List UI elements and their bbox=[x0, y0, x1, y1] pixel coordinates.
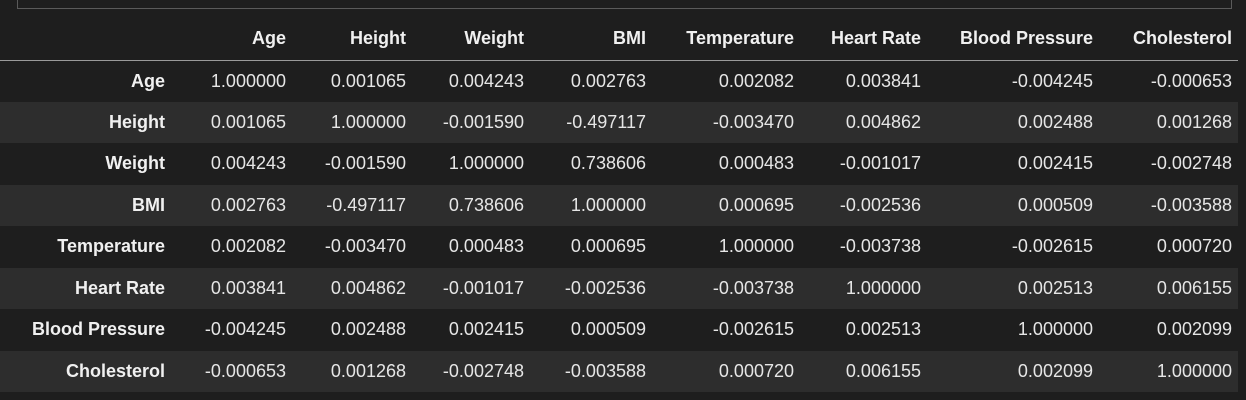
index-header bbox=[0, 18, 171, 61]
table-cell: 0.000483 bbox=[718, 153, 794, 174]
row-label: Temperature bbox=[57, 236, 165, 257]
table-body: Age 1.000000 0.001065 0.004243 0.002763 … bbox=[0, 60, 1238, 392]
table-cell: 0.004243 bbox=[448, 70, 524, 91]
previous-cell-frame bbox=[0, 0, 1246, 10]
table-row: Temperature 0.002082 -0.003470 0.000483 … bbox=[0, 226, 1238, 268]
table-cell: -0.000653 bbox=[204, 360, 286, 381]
table-cell: 1.000000 bbox=[1017, 319, 1093, 340]
table-cell: 0.004862 bbox=[330, 277, 406, 298]
table-cell: 0.001268 bbox=[1156, 111, 1232, 132]
table-cell: 0.002082 bbox=[210, 236, 286, 257]
table-cell: 0.001268 bbox=[330, 360, 406, 381]
row-label: Blood Pressure bbox=[31, 319, 165, 340]
table-cell: 0.003841 bbox=[210, 277, 286, 298]
table-cell: 0.002763 bbox=[210, 194, 286, 215]
table-cell: 1.000000 bbox=[570, 194, 646, 215]
table-cell: -0.497117 bbox=[326, 194, 406, 215]
table-cell: -0.001017 bbox=[442, 277, 524, 298]
table-row: Heart Rate 0.003841 0.004862 -0.001017 -… bbox=[0, 267, 1238, 309]
table-cell: 1.000000 bbox=[1156, 360, 1232, 381]
dataframe-output: Age Height Weight BMI Temperature Heart … bbox=[0, 18, 1246, 392]
table-cell: -0.001017 bbox=[839, 153, 921, 174]
table-header: Age Height Weight BMI Temperature Heart … bbox=[0, 18, 1238, 61]
correlation-table: Age Height Weight BMI Temperature Heart … bbox=[0, 18, 1238, 392]
column-header: BMI bbox=[530, 18, 652, 61]
table-cell: 0.001065 bbox=[330, 70, 406, 91]
table-cell: 0.006155 bbox=[1156, 277, 1232, 298]
table-cell: 0.000483 bbox=[448, 236, 524, 257]
table-cell: -0.003738 bbox=[839, 236, 921, 257]
table-row: Weight 0.004243 -0.001590 1.000000 0.738… bbox=[0, 143, 1238, 185]
row-label: BMI bbox=[132, 194, 165, 215]
table-cell: 0.738606 bbox=[570, 153, 646, 174]
table-cell: 0.002513 bbox=[845, 319, 921, 340]
table-row: Blood Pressure -0.004245 0.002488 0.0024… bbox=[0, 309, 1238, 351]
table-cell: -0.497117 bbox=[566, 111, 646, 132]
table-cell: 0.002513 bbox=[1017, 277, 1093, 298]
table-cell: -0.001590 bbox=[442, 111, 524, 132]
table-cell: 0.002488 bbox=[330, 319, 406, 340]
table-cell: 0.000509 bbox=[570, 319, 646, 340]
table-cell: 0.000720 bbox=[718, 360, 794, 381]
column-header: Height bbox=[292, 18, 412, 61]
table-cell: 0.000720 bbox=[1156, 236, 1232, 257]
row-label: Cholesterol bbox=[65, 360, 165, 381]
column-header: Temperature bbox=[652, 18, 800, 61]
table-row: Age 1.000000 0.001065 0.004243 0.002763 … bbox=[0, 60, 1238, 102]
row-label: Age bbox=[130, 70, 165, 91]
table-cell: -0.004245 bbox=[204, 319, 286, 340]
table-cell: -0.002615 bbox=[1011, 236, 1093, 257]
table-cell: 0.002415 bbox=[1017, 153, 1093, 174]
table-cell: -0.002748 bbox=[1150, 153, 1232, 174]
table-cell: 0.002488 bbox=[1017, 111, 1093, 132]
table-cell: 0.002763 bbox=[570, 70, 646, 91]
table-cell: -0.000653 bbox=[1150, 70, 1232, 91]
table-cell: 0.001065 bbox=[210, 111, 286, 132]
column-header: Cholesterol bbox=[1099, 18, 1238, 61]
table-cell: -0.002536 bbox=[839, 194, 921, 215]
table-cell: -0.003470 bbox=[712, 111, 794, 132]
table-cell: 1.000000 bbox=[330, 111, 406, 132]
table-cell: -0.003588 bbox=[564, 360, 646, 381]
column-header: Blood Pressure bbox=[927, 18, 1099, 61]
row-label: Weight bbox=[105, 153, 165, 174]
row-label: Height bbox=[109, 111, 165, 132]
table-cell: -0.002615 bbox=[712, 319, 794, 340]
table-cell: 0.000509 bbox=[1017, 194, 1093, 215]
table-cell: 0.000695 bbox=[718, 194, 794, 215]
table-cell: -0.001590 bbox=[324, 153, 406, 174]
column-header: Heart Rate bbox=[800, 18, 927, 61]
header-row: Age Height Weight BMI Temperature Heart … bbox=[0, 18, 1238, 61]
column-header: Age bbox=[171, 18, 292, 61]
table-cell: 0.002415 bbox=[448, 319, 524, 340]
table-cell: 1.000000 bbox=[448, 153, 524, 174]
table-cell: 0.004862 bbox=[845, 111, 921, 132]
table-cell: 1.000000 bbox=[210, 70, 286, 91]
table-cell: -0.002748 bbox=[442, 360, 524, 381]
table-cell: 0.002099 bbox=[1156, 319, 1232, 340]
table-cell: -0.003588 bbox=[1150, 194, 1232, 215]
table-cell: 0.003841 bbox=[845, 70, 921, 91]
table-cell: 0.006155 bbox=[845, 360, 921, 381]
column-header: Weight bbox=[412, 18, 530, 61]
table-cell: 0.004243 bbox=[210, 153, 286, 174]
table-cell: 0.000695 bbox=[570, 236, 646, 257]
table-cell: -0.004245 bbox=[1011, 70, 1093, 91]
table-cell: 0.738606 bbox=[448, 194, 524, 215]
table-cell: 0.002082 bbox=[718, 70, 794, 91]
table-row: BMI 0.002763 -0.497117 0.738606 1.000000… bbox=[0, 184, 1238, 226]
previous-cell-border bbox=[17, 0, 1232, 9]
table-cell: 0.002099 bbox=[1017, 360, 1093, 381]
table-cell: -0.003470 bbox=[324, 236, 406, 257]
table-row: Height 0.001065 1.000000 -0.001590 -0.49… bbox=[0, 101, 1238, 143]
table-cell: -0.002536 bbox=[564, 277, 646, 298]
table-cell: 1.000000 bbox=[718, 236, 794, 257]
table-row: Cholesterol -0.000653 0.001268 -0.002748… bbox=[0, 350, 1238, 392]
row-label: Heart Rate bbox=[74, 277, 165, 298]
table-cell: 1.000000 bbox=[845, 277, 921, 298]
table-cell: -0.003738 bbox=[712, 277, 794, 298]
